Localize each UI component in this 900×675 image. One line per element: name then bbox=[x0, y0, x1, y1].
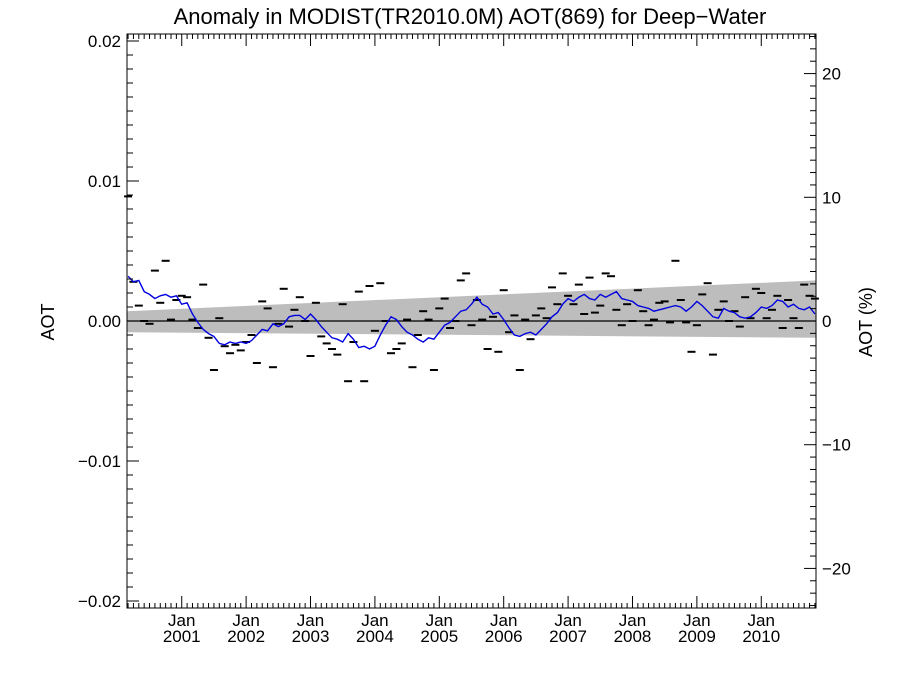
x-tick-label-month: Jan bbox=[748, 611, 775, 630]
trend-band-layer bbox=[127, 280, 816, 338]
x-tick-label-year: 2005 bbox=[420, 627, 458, 646]
monthly-anomaly-layer bbox=[124, 195, 819, 383]
chart-title: Anomaly in MODIST(TR2010.0M) AOT(869) fo… bbox=[174, 4, 767, 29]
y-right-tick-label: −10 bbox=[822, 436, 851, 455]
x-tick-label-year: 2001 bbox=[163, 627, 201, 646]
y-tick-label: −0.01 bbox=[78, 452, 121, 471]
y-right-tick-label: 20 bbox=[822, 65, 841, 84]
x-tick-label-year: 2002 bbox=[227, 627, 265, 646]
x-tick-label-month: Jan bbox=[361, 611, 388, 630]
x-tick-label-year: 2010 bbox=[742, 627, 780, 646]
y-tick-label: 0.00 bbox=[88, 312, 121, 331]
y-right-tick-label: 10 bbox=[822, 188, 841, 207]
y-right-tick-label: −20 bbox=[822, 559, 851, 578]
y-tick-label: −0.02 bbox=[78, 592, 121, 611]
y-axis-label-right: AOT (%) bbox=[856, 287, 876, 357]
y-tick-label: 0.02 bbox=[88, 32, 121, 51]
x-tick-label-month: Jan bbox=[490, 611, 517, 630]
y-tick-label: 0.01 bbox=[88, 172, 121, 191]
x-tick-label-year: 2006 bbox=[485, 627, 523, 646]
y-axis-label-left: AOT bbox=[38, 303, 58, 340]
x-tick-label-year: 2003 bbox=[292, 627, 330, 646]
smoothed-series-line bbox=[127, 275, 816, 350]
x-tick-label-month: Jan bbox=[168, 611, 195, 630]
x-tick-label-month: Jan bbox=[619, 611, 646, 630]
smoothed-series-layer bbox=[127, 275, 816, 350]
x-tick-label-month: Jan bbox=[297, 611, 324, 630]
x-tick-label-year: 2004 bbox=[356, 627, 394, 646]
axes-layer: 0.020.010.00−0.01−0.0220100−10−20Jan2001… bbox=[78, 32, 851, 646]
x-tick-label-month: Jan bbox=[554, 611, 581, 630]
x-tick-label-year: 2007 bbox=[549, 627, 587, 646]
y-right-tick-label: 0 bbox=[822, 312, 831, 331]
trend-band bbox=[127, 280, 816, 338]
x-tick-label-month: Jan bbox=[232, 611, 259, 630]
x-tick-label-year: 2009 bbox=[678, 627, 716, 646]
x-tick-label-month: Jan bbox=[426, 611, 453, 630]
x-tick-label-year: 2008 bbox=[614, 627, 652, 646]
x-tick-label-month: Jan bbox=[683, 611, 710, 630]
